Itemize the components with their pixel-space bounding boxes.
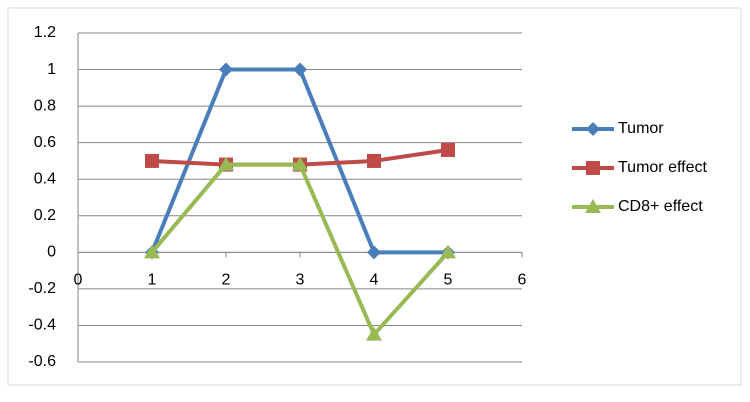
y-tick-label: 0.8	[34, 97, 56, 114]
y-tick-label: 0.2	[34, 207, 56, 224]
legend-marker	[586, 161, 600, 175]
y-tick-label: 1.2	[34, 24, 56, 41]
legend-marker	[585, 199, 601, 213]
y-tick-label: 1	[47, 61, 56, 78]
legend-label: Tumor	[618, 120, 664, 137]
y-tick-label: -0.6	[28, 353, 56, 370]
point	[367, 245, 381, 260]
x-tick-label: 4	[370, 272, 379, 289]
point	[145, 153, 159, 168]
chart-border	[7, 7, 742, 386]
x-tick-label: 5	[444, 272, 453, 289]
x-tick-label: 0	[74, 272, 83, 289]
legend-label: CD8+ effect	[618, 198, 703, 215]
point	[293, 62, 307, 77]
y-tick-label: -0.2	[28, 280, 56, 297]
point	[441, 142, 455, 157]
y-tick-label: 0	[47, 244, 56, 261]
point	[292, 156, 308, 171]
legend-label: Tumor effect	[618, 159, 707, 176]
legend-marker	[586, 122, 600, 136]
point	[366, 326, 382, 341]
y-tick-label: 0.6	[34, 134, 56, 151]
y-tick-label: -0.4	[28, 317, 56, 334]
point	[144, 244, 160, 259]
x-tick-label: 3	[296, 272, 305, 289]
y-tick-label: 0.4	[34, 170, 56, 187]
point	[440, 244, 456, 259]
x-tick-label: 1	[148, 272, 157, 289]
point	[218, 156, 234, 171]
x-tick-label: 6	[518, 272, 527, 289]
point	[367, 153, 381, 168]
x-tick-label: 2	[222, 272, 231, 289]
point	[219, 62, 233, 77]
